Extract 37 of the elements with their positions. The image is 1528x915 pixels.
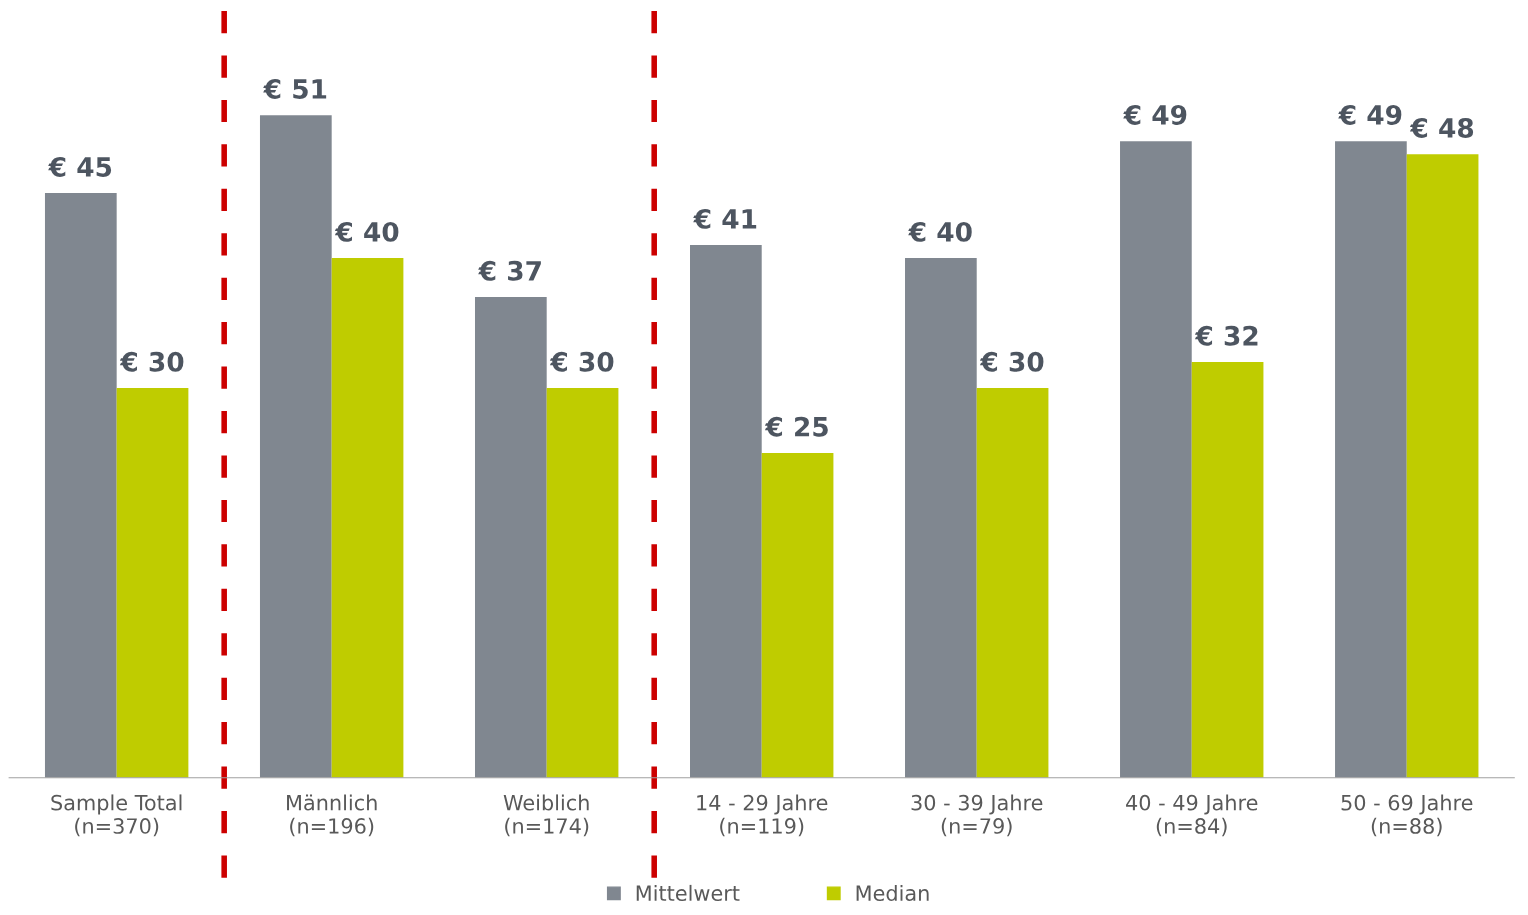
- legend-label: Median: [856, 884, 929, 902]
- data-label: € 30: [979, 351, 1044, 372]
- x-tick-label: 50 - 69 Jahre (n=88): [1341, 794, 1473, 837]
- bar: [905, 258, 977, 778]
- x-tick-label: 40 - 49 Jahre (n=84): [1126, 794, 1258, 837]
- bar: [44, 193, 117, 778]
- data-label: € 45: [48, 156, 112, 177]
- data-label: € 40: [334, 221, 399, 242]
- bar: [546, 387, 619, 778]
- bar: [761, 452, 834, 778]
- data-label: € 30: [119, 351, 184, 372]
- data-label: € 40: [908, 221, 972, 242]
- data-label: € 49: [1123, 104, 1187, 125]
- data-label: € 49: [1338, 104, 1402, 125]
- data-label: € 30: [549, 351, 614, 372]
- x-tick-label: Männlich (n=196): [287, 794, 377, 837]
- bar: [259, 115, 332, 778]
- legend-label: Mittelwert: [636, 884, 740, 902]
- bar: [1406, 154, 1479, 778]
- x-tick-label: 14 - 29 Jahre (n=119): [697, 794, 828, 837]
- bar: [690, 245, 762, 778]
- x-tick-label: Sample Total (n=370): [51, 794, 182, 837]
- data-label: € 48: [1409, 117, 1474, 138]
- bar: [976, 387, 1049, 778]
- bar: [331, 258, 404, 778]
- bar: [1335, 141, 1407, 778]
- data-label: € 37: [478, 260, 541, 281]
- bar: [474, 297, 547, 778]
- x-tick-label: 30 - 39 Jahre (n=79): [911, 794, 1043, 837]
- data-label: € 41: [693, 208, 757, 229]
- bar: [1120, 141, 1192, 778]
- bar: [1191, 362, 1264, 778]
- data-label: € 32: [1194, 325, 1258, 346]
- x-tick-label: Weiblich (n=174): [503, 794, 589, 837]
- data-label: € 25: [764, 416, 828, 437]
- data-label: € 51: [263, 78, 327, 99]
- bar: [116, 387, 189, 778]
